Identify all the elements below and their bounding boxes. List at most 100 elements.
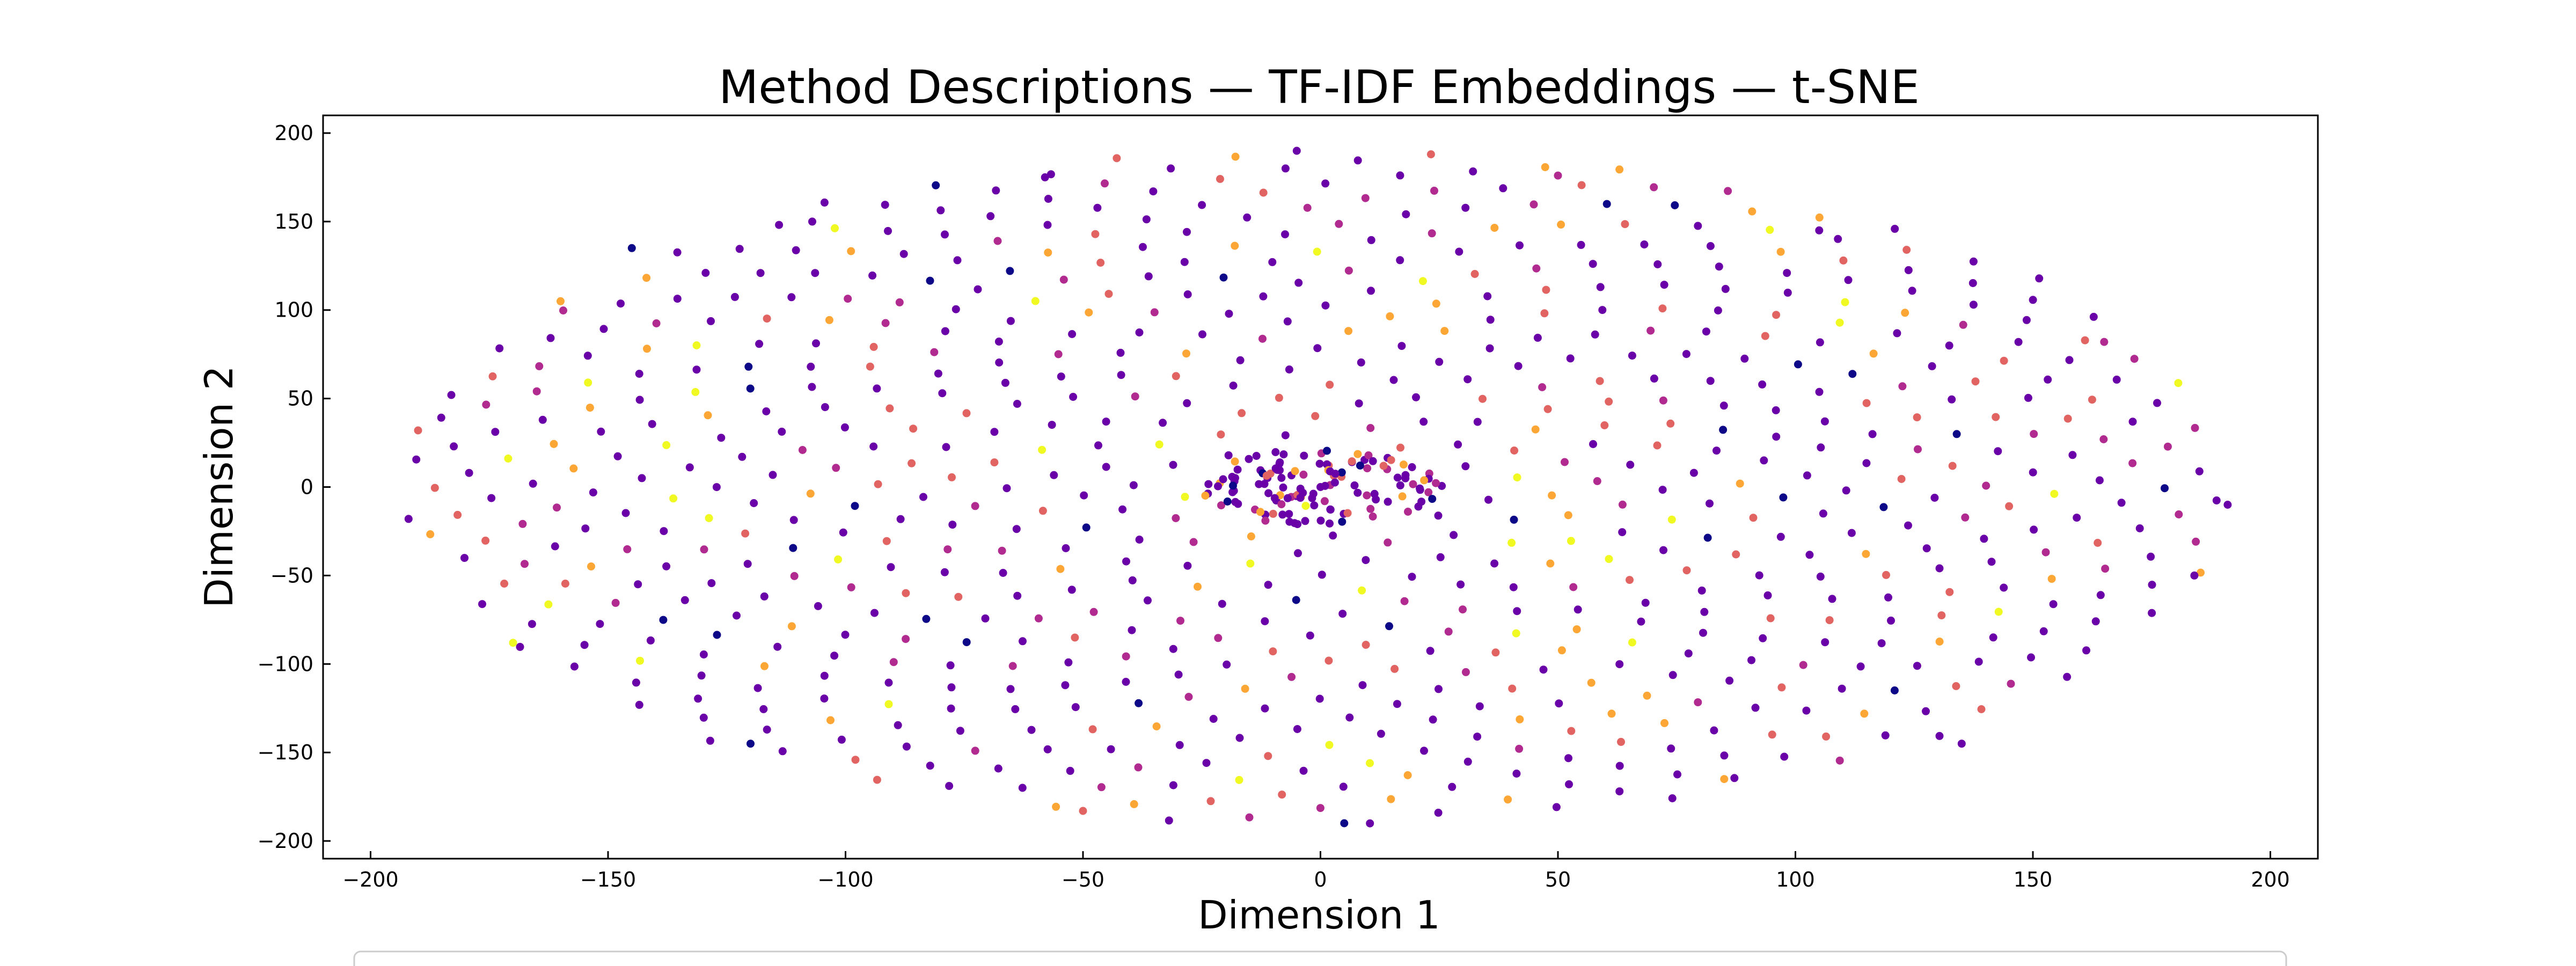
x-tick-label: 50 — [1545, 868, 1571, 891]
scatter-point — [1306, 631, 1314, 640]
scatter-point — [1659, 396, 1667, 405]
scatter-point — [465, 469, 473, 477]
scatter-point — [1321, 179, 1330, 188]
scatter-point — [1350, 481, 1359, 489]
scatter-point — [1393, 473, 1402, 482]
scatter-point — [1071, 633, 1079, 642]
scatter-point — [2039, 627, 2048, 635]
scatter-point — [747, 740, 755, 748]
scatter-point — [1515, 744, 1524, 753]
scatter-point — [662, 562, 671, 570]
scatter-point — [613, 452, 622, 460]
scatter-point — [1054, 350, 1063, 358]
scatter-point — [1440, 327, 1449, 335]
scatter-point — [1091, 230, 1100, 238]
scatter-point — [1948, 462, 1957, 470]
scatter-point — [821, 403, 829, 412]
scatter-point — [1572, 625, 1581, 634]
scatter-point — [1479, 394, 1487, 403]
scatter-point — [741, 529, 750, 538]
scatter-point — [839, 528, 847, 537]
scatter-point — [1278, 510, 1287, 519]
scatter-point — [902, 589, 910, 597]
scatter-point — [706, 736, 714, 745]
scatter-point — [587, 562, 595, 570]
scatter-point — [1167, 164, 1175, 173]
scatter-point — [1600, 421, 1609, 429]
scatter-point — [673, 295, 682, 303]
scatter-point — [1094, 441, 1102, 450]
scatter-point — [1740, 354, 1749, 363]
scatter-point — [1311, 412, 1320, 420]
scatter-point — [1593, 477, 1601, 485]
scatter-point — [1653, 441, 1662, 450]
scatter-point — [1783, 288, 1792, 297]
scatter-point — [1404, 508, 1412, 516]
scatter-point — [1337, 468, 1346, 477]
scatter-point — [1255, 480, 1263, 488]
scatter-point — [762, 407, 771, 415]
scatter-point — [1945, 341, 1953, 350]
scatter-point — [1277, 500, 1286, 509]
scatter-point — [1646, 326, 1655, 335]
scatter-point — [1067, 586, 1076, 594]
scatter-point — [1059, 275, 1068, 284]
scatter-point — [495, 344, 504, 353]
scatter-point — [760, 592, 769, 601]
scatter-point — [1935, 564, 1944, 573]
x-tick-label: −100 — [817, 868, 873, 891]
scatter-point — [994, 338, 1003, 346]
scatter-point — [1279, 450, 1288, 459]
scatter-point — [1751, 704, 1760, 712]
scatter-point — [1386, 312, 1394, 320]
scatter-point — [730, 292, 739, 301]
scatter-point — [1485, 344, 1494, 353]
scatter-point — [881, 201, 889, 209]
scatter-point — [851, 756, 860, 764]
scatter-point — [1426, 150, 1435, 158]
scatter-point — [840, 423, 849, 431]
scatter-point — [699, 713, 708, 722]
scatter-point — [1444, 627, 1453, 636]
scatter-point — [550, 440, 558, 448]
scatter-point — [1794, 360, 1802, 369]
scatter-point — [1490, 224, 1499, 232]
scatter-point — [896, 515, 905, 523]
scatter-point — [1459, 605, 1467, 614]
scatter-point — [932, 181, 940, 189]
scatter-point — [447, 391, 456, 399]
scatter-point — [2041, 548, 2050, 557]
scatter-point — [1252, 452, 1261, 460]
scatter-point — [1516, 241, 1524, 250]
scatter-point — [1980, 535, 1988, 543]
scatter-point — [1183, 561, 1192, 570]
scatter-point — [1509, 583, 1518, 591]
scatter-point — [599, 325, 608, 333]
scatter-point — [1329, 531, 1337, 540]
scatter-point — [1667, 744, 1675, 753]
scatter-point — [1310, 501, 1319, 510]
scatter-point — [1278, 791, 1286, 799]
scatter-point — [936, 206, 945, 215]
scatter-point — [775, 221, 784, 229]
scatter-point — [1473, 418, 1482, 426]
scatter-point — [1318, 570, 1326, 579]
scatter-point — [704, 411, 712, 420]
scatter-point — [2000, 583, 2008, 592]
scatter-point — [1129, 481, 1138, 489]
scatter-point — [1330, 478, 1339, 487]
scatter-point — [1596, 283, 1605, 291]
scatter-point — [2100, 338, 2109, 346]
x-axis-label: Dimension 1 — [1198, 892, 1440, 938]
scatter-point — [1828, 595, 1836, 603]
scatter-point — [1283, 494, 1292, 502]
scatter-point — [1006, 267, 1014, 275]
scatter-point — [2047, 575, 2056, 583]
scatter-point — [659, 616, 668, 624]
scatter-point — [948, 521, 957, 529]
scatter-point — [1682, 566, 1691, 575]
scatter-point — [1116, 348, 1125, 357]
scatter-point — [1184, 693, 1193, 701]
scatter-point — [1759, 634, 1767, 642]
scatter-point — [1419, 418, 1428, 426]
